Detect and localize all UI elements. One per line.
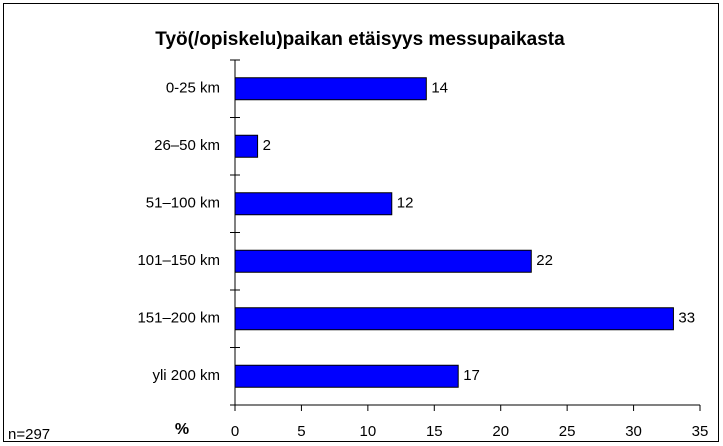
data-label: 33: [678, 310, 695, 327]
x-tick-label: 35: [692, 423, 709, 440]
bar: [234, 307, 674, 331]
data-label: 12: [397, 195, 414, 212]
x-axis-label: %: [175, 421, 189, 438]
bar: [234, 192, 393, 216]
bar: [234, 364, 459, 388]
x-tick-label: 0: [231, 423, 239, 440]
y-tick-label: 51–100 km: [146, 195, 220, 212]
data-label: 2: [263, 137, 271, 154]
y-tick-label: 26–50 km: [154, 137, 220, 154]
data-label: 17: [463, 367, 480, 384]
x-tick-label: 10: [360, 423, 377, 440]
chart-title: Työ(/opiskelu)paikan etäisyys messupaika…: [155, 29, 565, 50]
x-tick-label: 20: [492, 423, 509, 440]
sample-note: n=297: [8, 426, 50, 443]
y-tick-label: yli 200 km: [152, 367, 220, 384]
x-tick-label: 15: [426, 423, 443, 440]
x-tick-label: 25: [559, 423, 576, 440]
bar: [234, 134, 259, 158]
x-tick-label: 30: [625, 423, 642, 440]
x-tick-label: 5: [297, 423, 305, 440]
bar: [234, 249, 532, 273]
data-label: 22: [536, 252, 553, 269]
y-tick-label: 101–150 km: [137, 252, 220, 269]
y-tick-label: 151–200 km: [137, 310, 220, 327]
y-tick-label: 0-25 km: [166, 80, 220, 97]
bar: [234, 77, 427, 101]
data-label: 14: [431, 80, 448, 97]
